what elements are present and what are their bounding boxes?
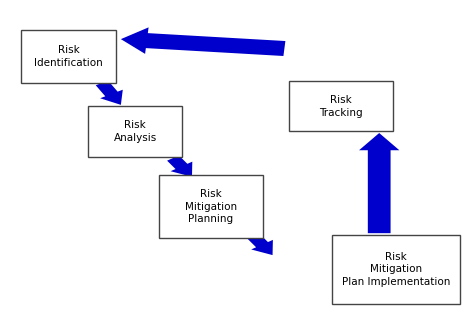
FancyArrow shape [359, 133, 399, 233]
Text: Risk
Identification: Risk Identification [34, 45, 103, 68]
Text: Risk
Analysis: Risk Analysis [113, 120, 157, 143]
FancyBboxPatch shape [332, 235, 460, 304]
FancyArrow shape [248, 234, 273, 255]
Text: Risk
Mitigation
Planning: Risk Mitigation Planning [185, 189, 237, 224]
FancyArrow shape [167, 156, 192, 177]
Text: Risk
Mitigation
Plan Implementation: Risk Mitigation Plan Implementation [342, 252, 450, 287]
FancyBboxPatch shape [159, 175, 263, 238]
FancyBboxPatch shape [21, 30, 116, 83]
Text: Risk
Tracking: Risk Tracking [319, 95, 363, 118]
FancyBboxPatch shape [88, 106, 182, 156]
FancyArrow shape [121, 27, 285, 56]
FancyBboxPatch shape [289, 81, 393, 131]
FancyArrow shape [96, 81, 123, 105]
